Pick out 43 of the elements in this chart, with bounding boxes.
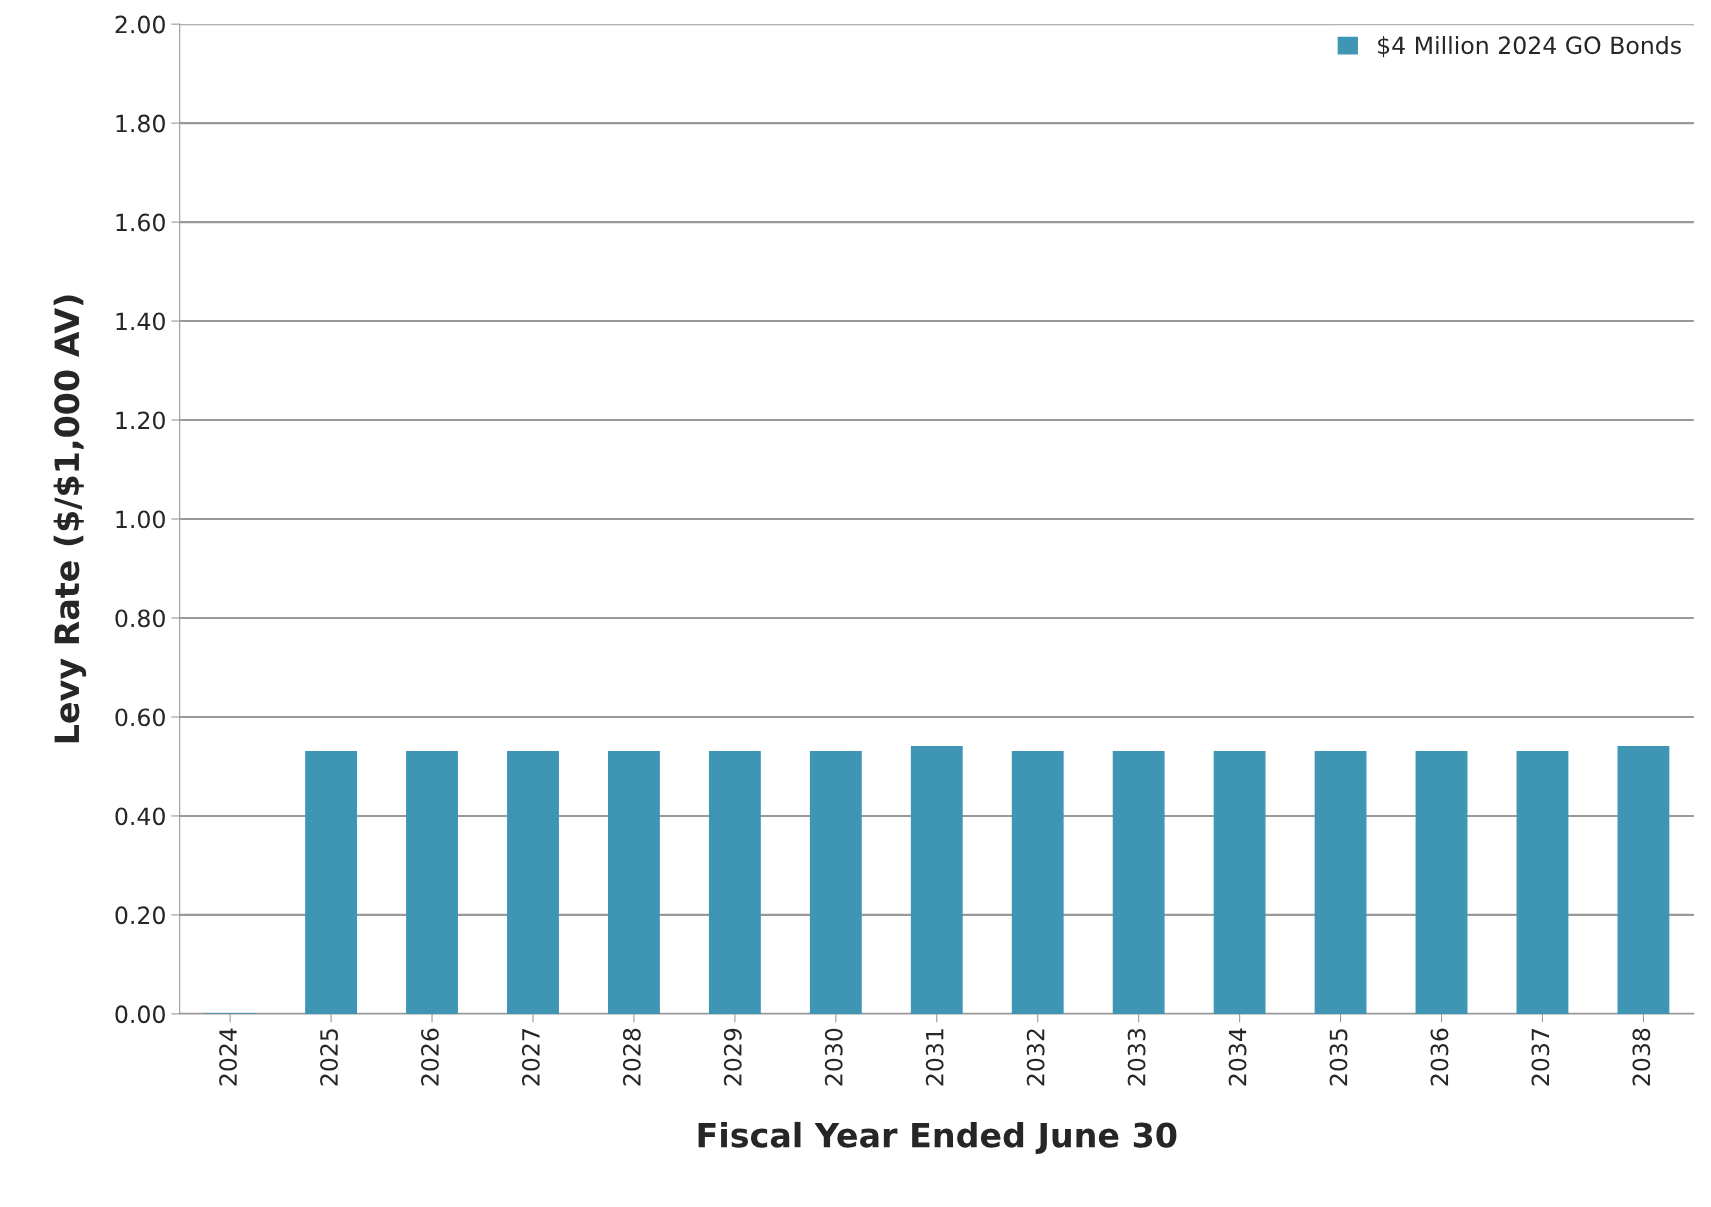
y-tick-label: 2.00	[115, 15, 165, 34]
y-tick-label: 1.00	[116, 510, 165, 529]
bar	[809, 750, 862, 1014]
bar	[1415, 750, 1468, 1014]
x-tick-label: 2034	[1228, 1028, 1247, 1086]
y-tick-label: 1.20	[116, 411, 165, 430]
bar	[1617, 745, 1670, 1014]
bar	[305, 750, 358, 1014]
bar	[1213, 750, 1266, 1014]
x-tick-label: 2033	[1127, 1028, 1146, 1086]
x-tick-label: 2027	[521, 1029, 540, 1086]
bar	[1011, 750, 1064, 1014]
y-tick-label: 1.80	[116, 114, 165, 133]
y-tick-label: 1.60	[116, 213, 165, 232]
x-tick-label: 2028	[622, 1028, 641, 1086]
x-tick-label: 2031	[925, 1029, 944, 1086]
y-tick-label: 0.60	[115, 708, 165, 727]
x-tick-label: 2024	[219, 1028, 237, 1086]
legend-label: $4 Million 2024 GO Bonds	[1378, 35, 1681, 58]
x-axis-title: Fiscal Year Ended June 30	[698, 1121, 1177, 1154]
x-tick-label: 2025	[320, 1029, 338, 1086]
x-tick-label: 2030	[824, 1028, 843, 1086]
y-tick-label: 0.00	[115, 1005, 165, 1024]
x-tick-label: 2035	[1329, 1029, 1348, 1086]
bar	[607, 750, 660, 1014]
y-tick-label: 0.80	[115, 609, 165, 628]
bar	[1314, 750, 1367, 1014]
x-tick-label: 2037	[1531, 1029, 1550, 1086]
bar	[708, 750, 761, 1014]
bar	[1112, 750, 1165, 1014]
y-tick-label: 0.20	[115, 906, 165, 925]
y-axis-title: Levy Rate ($/$1,000 AV)	[53, 295, 87, 743]
y-tick-label: 0.40	[115, 807, 165, 826]
x-tick-label: 2038	[1632, 1028, 1651, 1086]
x-tick-label: 2036	[1430, 1028, 1449, 1086]
bar	[1516, 750, 1569, 1014]
bar	[406, 750, 458, 1014]
x-tick-label: 2032	[1026, 1029, 1045, 1086]
y-tick-label: 1.40	[116, 312, 165, 331]
bar	[507, 750, 559, 1014]
bar	[910, 745, 963, 1014]
x-tick-label: 2029	[723, 1028, 742, 1086]
x-tick-label: 2026	[421, 1028, 439, 1086]
